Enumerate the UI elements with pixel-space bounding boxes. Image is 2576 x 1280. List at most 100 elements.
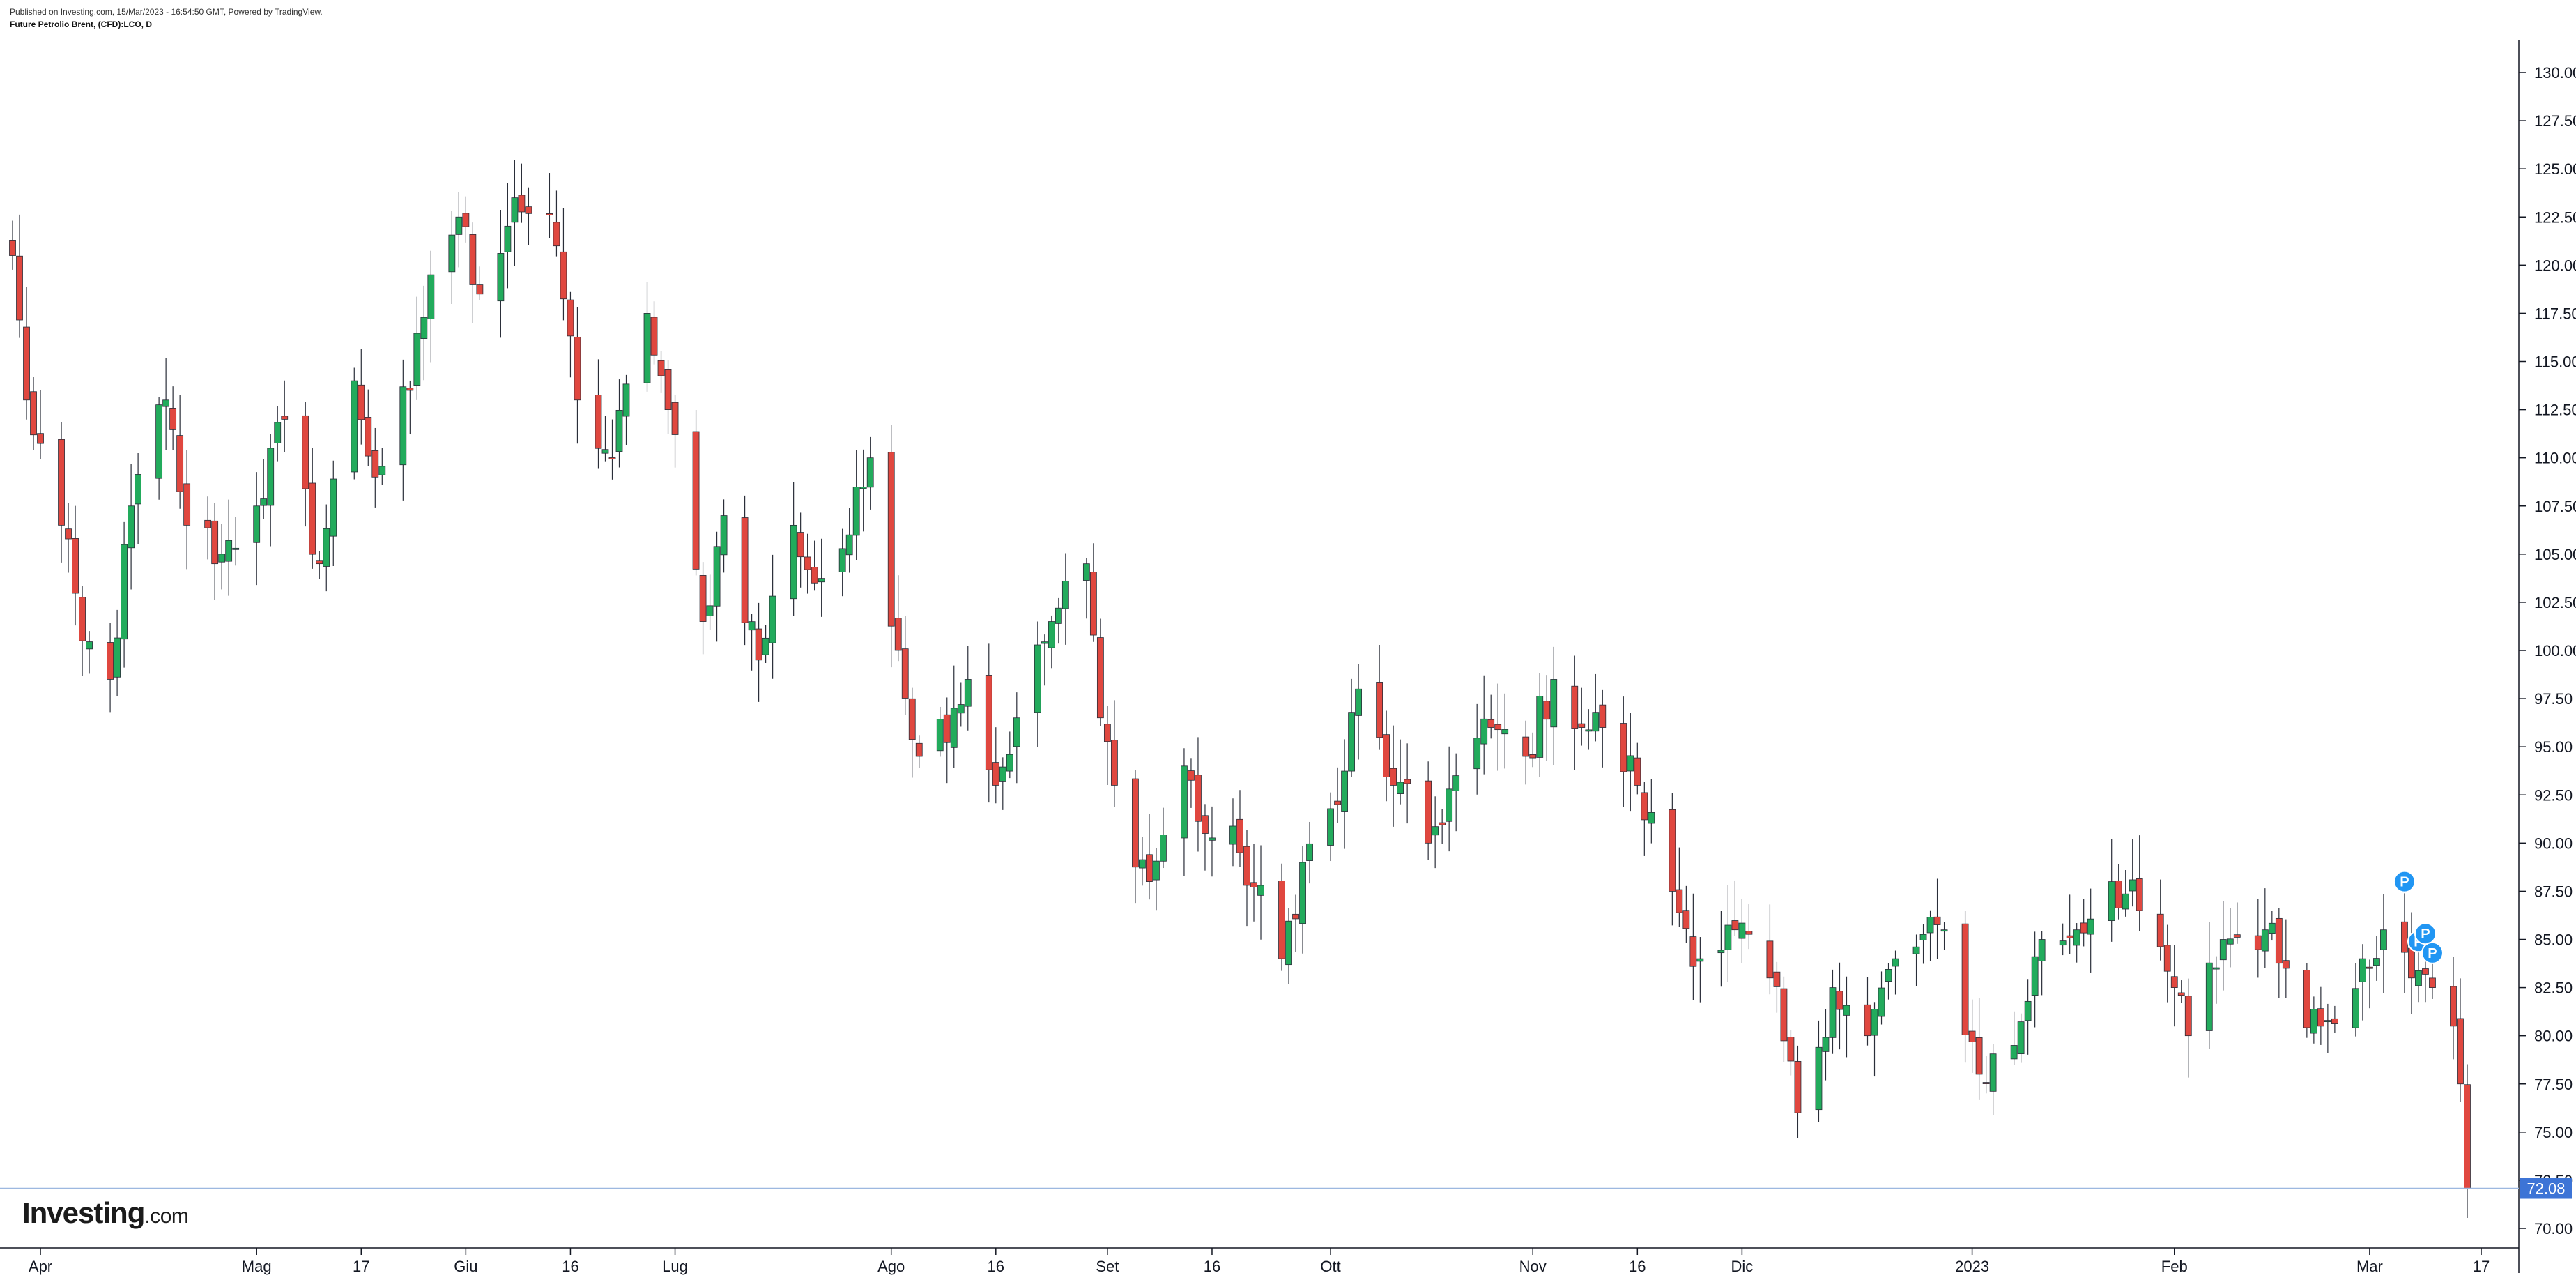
x-tick-label: 16 (1204, 1258, 1220, 1275)
candle-body-up (253, 505, 261, 543)
candle-body-down (657, 360, 665, 376)
candle (1641, 782, 1648, 856)
candle (86, 631, 93, 674)
candle-body-down (1529, 754, 1537, 759)
candle-body-down (2457, 1018, 2464, 1085)
x-tick-label: 17 (2473, 1258, 2490, 1275)
candle (2268, 911, 2276, 941)
candle (413, 296, 421, 400)
candle (2457, 978, 2464, 1102)
candle (469, 222, 477, 323)
candle (2184, 978, 2192, 1078)
candle (664, 360, 672, 434)
price-axis[interactable]: 70.0072.5075.0077.5080.0082.5085.0087.50… (2518, 40, 2576, 1273)
candle-body-down (992, 762, 999, 786)
candle (1195, 737, 1202, 852)
candle (1355, 664, 1362, 760)
candle (790, 482, 797, 616)
candle-body-down (1383, 734, 1390, 777)
candle-body-down (1634, 757, 1641, 786)
candle-body-down (1620, 723, 1627, 772)
p-marker[interactable]: P (2421, 941, 2444, 964)
candle (1773, 961, 1781, 1013)
p-marker[interactable]: P (2414, 922, 2437, 945)
candle (838, 528, 846, 597)
candle-body-down (281, 416, 289, 420)
candle-body-down (887, 452, 895, 627)
candle (1745, 904, 1753, 950)
candle-body-down (316, 560, 323, 565)
candle-body-down (1676, 889, 1683, 913)
y-tick-label: 75.00 (2534, 1124, 2573, 1141)
y-tick-label: 110.00 (2534, 450, 2576, 467)
candle-body-up (497, 253, 505, 302)
candle-body-down (211, 520, 219, 565)
time-axis[interactable]: Apr Mag 17 Giu 16 Lug Ago 16 Set 16 Ott Nov 16 Dic 202… (0, 1247, 2519, 1275)
candle-body-down (2156, 913, 2164, 947)
candle (358, 349, 365, 445)
y-tick-label: 115.00 (2534, 353, 2576, 371)
candle (2073, 923, 2080, 963)
candle-body-up (1501, 729, 1509, 735)
candle-body-up (218, 554, 226, 563)
p-marker-circle (2414, 922, 2437, 945)
candle-body-up (1432, 826, 1439, 836)
candle-body-up (1257, 885, 1264, 896)
candle (1202, 804, 1209, 871)
candle-body-down (1390, 768, 1397, 786)
candle (560, 208, 567, 321)
x-tick-label: Ago (877, 1258, 905, 1275)
candle (1348, 678, 1355, 777)
candle-body-up (1229, 825, 1236, 845)
candle-body-up (2038, 939, 2046, 961)
y-tick-label: 95.00 (2534, 738, 2573, 756)
candle-body-up (1536, 696, 1544, 758)
x-tick-label: 2023 (1955, 1258, 1989, 1275)
candle-body-down (755, 628, 762, 661)
candle-body-up (706, 605, 714, 616)
candle (2261, 888, 2269, 968)
candle-body-up (1940, 929, 1948, 932)
candle-body-down (176, 435, 184, 492)
candle (253, 472, 261, 586)
candle (65, 503, 72, 573)
candle (135, 452, 142, 544)
candle-body-down (811, 567, 818, 584)
candle (1013, 692, 1020, 784)
candle-body-up (427, 274, 435, 319)
candle (1578, 687, 1586, 746)
published-note: Published on Investing.com, 15/Mar/2023 … (10, 7, 323, 17)
candle-body-down (608, 457, 616, 459)
y-tick-label: 112.50 (2534, 402, 2576, 419)
candle-body-down (1975, 1037, 1983, 1075)
candle-body-down (65, 528, 72, 540)
candle-body-up (448, 234, 456, 273)
candle (818, 538, 825, 617)
candle-body-down (1243, 846, 1250, 886)
candle (1836, 962, 1843, 1050)
y-tick-label: 117.50 (2534, 305, 2576, 322)
y-tick-label: 92.50 (2534, 786, 2573, 804)
candle-body-down (1278, 880, 1285, 959)
candle (950, 665, 958, 768)
candle (1975, 998, 1983, 1100)
candle-body-up (762, 637, 769, 655)
candle-body-down (2115, 880, 2122, 908)
candle (1292, 894, 1299, 952)
candle (1494, 683, 1502, 771)
candle (1327, 792, 1334, 862)
p-marker-label: P (2428, 946, 2437, 961)
p-marker[interactable]: P (2393, 870, 2416, 893)
candle (316, 551, 323, 579)
candle (1522, 720, 1530, 785)
candle-body-up (121, 544, 128, 640)
candle (2324, 1003, 2331, 1053)
y-tick-label: 107.50 (2534, 498, 2576, 515)
candle (1153, 848, 1160, 911)
candle-body-down (1494, 724, 1502, 731)
candle-body-up (1048, 621, 1055, 648)
candle-body-down (943, 714, 951, 743)
candle-body-up (135, 474, 142, 505)
candle-body-up (2122, 893, 2129, 910)
